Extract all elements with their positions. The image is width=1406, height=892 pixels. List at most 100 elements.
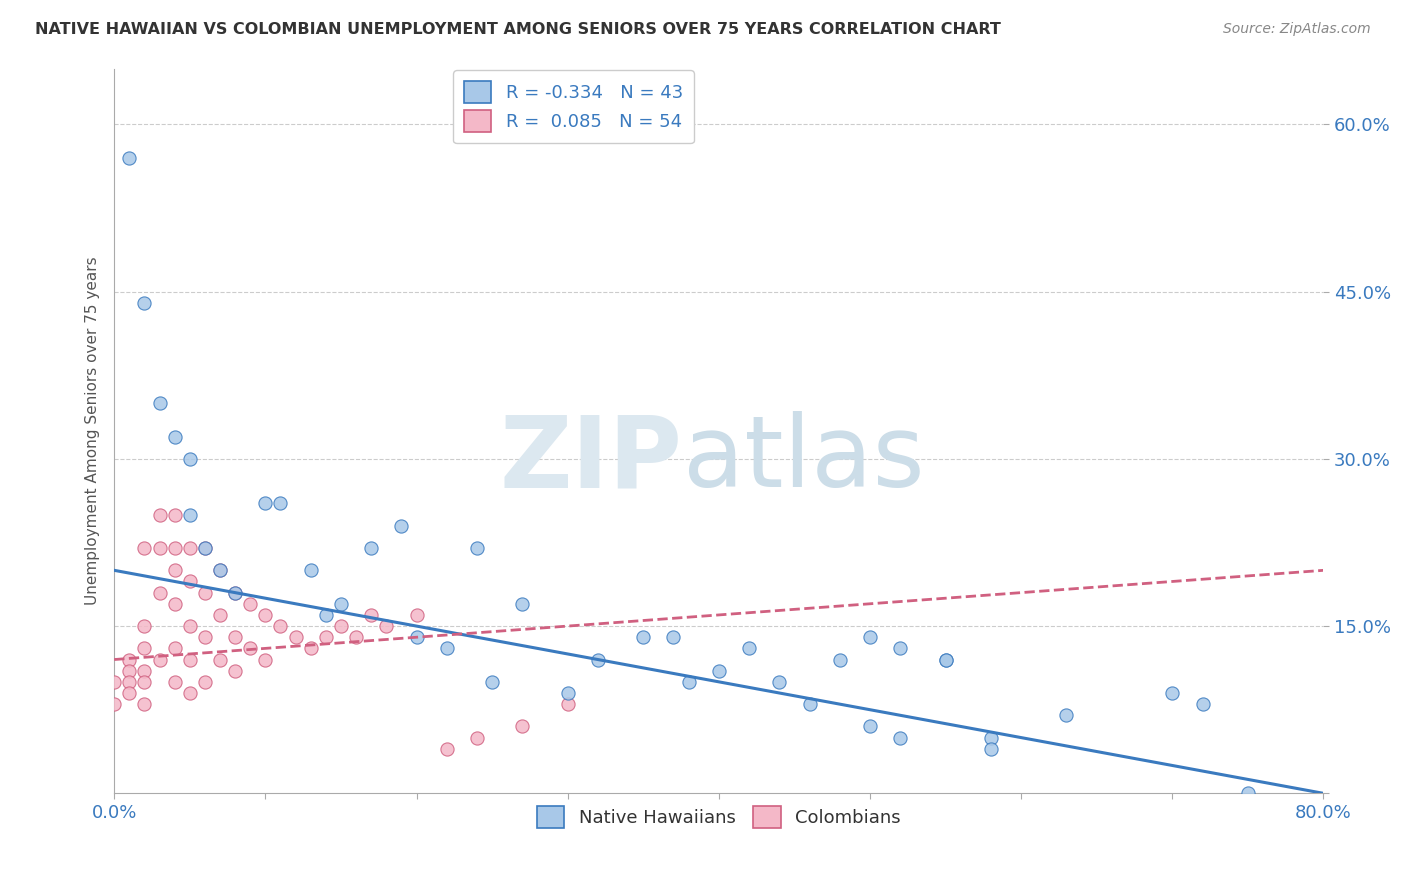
Point	[134, 641, 156, 656]
Point	[134, 697, 156, 711]
Point	[799, 697, 821, 711]
Point	[405, 630, 427, 644]
Point	[405, 607, 427, 622]
Point	[148, 508, 170, 522]
Point	[329, 619, 352, 633]
Point	[118, 652, 141, 666]
Point	[980, 731, 1002, 745]
Point	[194, 630, 217, 644]
Point	[224, 585, 246, 599]
Point	[118, 664, 141, 678]
Point	[299, 641, 322, 656]
Point	[1191, 697, 1213, 711]
Point	[631, 630, 654, 644]
Point	[208, 652, 231, 666]
Point	[224, 664, 246, 678]
Point	[163, 429, 186, 443]
Point	[148, 585, 170, 599]
Point	[134, 541, 156, 555]
Point	[859, 719, 882, 733]
Point	[118, 686, 141, 700]
Point	[389, 518, 412, 533]
Point	[179, 686, 201, 700]
Point	[118, 674, 141, 689]
Point	[179, 508, 201, 522]
Point	[224, 630, 246, 644]
Point	[163, 597, 186, 611]
Point	[134, 619, 156, 633]
Point	[134, 674, 156, 689]
Point	[208, 607, 231, 622]
Point	[436, 741, 458, 756]
Point	[179, 451, 201, 466]
Point	[315, 607, 337, 622]
Point	[179, 541, 201, 555]
Point	[163, 641, 186, 656]
Point	[375, 619, 398, 633]
Point	[194, 541, 217, 555]
Point	[980, 741, 1002, 756]
Point	[557, 697, 579, 711]
Point	[269, 619, 291, 633]
Point	[935, 652, 957, 666]
Point	[586, 652, 609, 666]
Point	[481, 674, 503, 689]
Point	[1237, 786, 1260, 800]
Point	[208, 563, 231, 577]
Point	[103, 697, 125, 711]
Point	[239, 641, 262, 656]
Point	[859, 630, 882, 644]
Point	[707, 664, 730, 678]
Text: atlas: atlas	[682, 411, 924, 508]
Point	[194, 674, 217, 689]
Point	[889, 731, 911, 745]
Point	[738, 641, 761, 656]
Point	[465, 731, 488, 745]
Point	[194, 541, 217, 555]
Point	[179, 652, 201, 666]
Point	[269, 496, 291, 510]
Point	[436, 641, 458, 656]
Point	[465, 541, 488, 555]
Text: NATIVE HAWAIIAN VS COLOMBIAN UNEMPLOYMENT AMONG SENIORS OVER 75 YEARS CORRELATIO: NATIVE HAWAIIAN VS COLOMBIAN UNEMPLOYMEN…	[35, 22, 1001, 37]
Point	[510, 597, 533, 611]
Point	[344, 630, 367, 644]
Point	[284, 630, 307, 644]
Point	[163, 508, 186, 522]
Point	[239, 597, 262, 611]
Point	[163, 563, 186, 577]
Point	[103, 674, 125, 689]
Point	[148, 652, 170, 666]
Point	[148, 541, 170, 555]
Point	[179, 619, 201, 633]
Point	[557, 686, 579, 700]
Point	[148, 396, 170, 410]
Point	[254, 652, 277, 666]
Point	[828, 652, 851, 666]
Point	[1056, 708, 1078, 723]
Y-axis label: Unemployment Among Seniors over 75 years: Unemployment Among Seniors over 75 years	[86, 257, 100, 606]
Point	[315, 630, 337, 644]
Point	[329, 597, 352, 611]
Point	[299, 563, 322, 577]
Point	[163, 541, 186, 555]
Text: ZIP: ZIP	[499, 411, 682, 508]
Point	[179, 574, 201, 589]
Point	[254, 607, 277, 622]
Text: Source: ZipAtlas.com: Source: ZipAtlas.com	[1223, 22, 1371, 37]
Point	[935, 652, 957, 666]
Point	[1161, 686, 1184, 700]
Point	[194, 585, 217, 599]
Point	[163, 674, 186, 689]
Point	[118, 151, 141, 165]
Point	[208, 563, 231, 577]
Point	[360, 541, 382, 555]
Point	[678, 674, 700, 689]
Point	[254, 496, 277, 510]
Point	[510, 719, 533, 733]
Point	[134, 295, 156, 310]
Point	[134, 664, 156, 678]
Point	[224, 585, 246, 599]
Point	[768, 674, 790, 689]
Legend: Native Hawaiians, Colombians: Native Hawaiians, Colombians	[530, 798, 908, 835]
